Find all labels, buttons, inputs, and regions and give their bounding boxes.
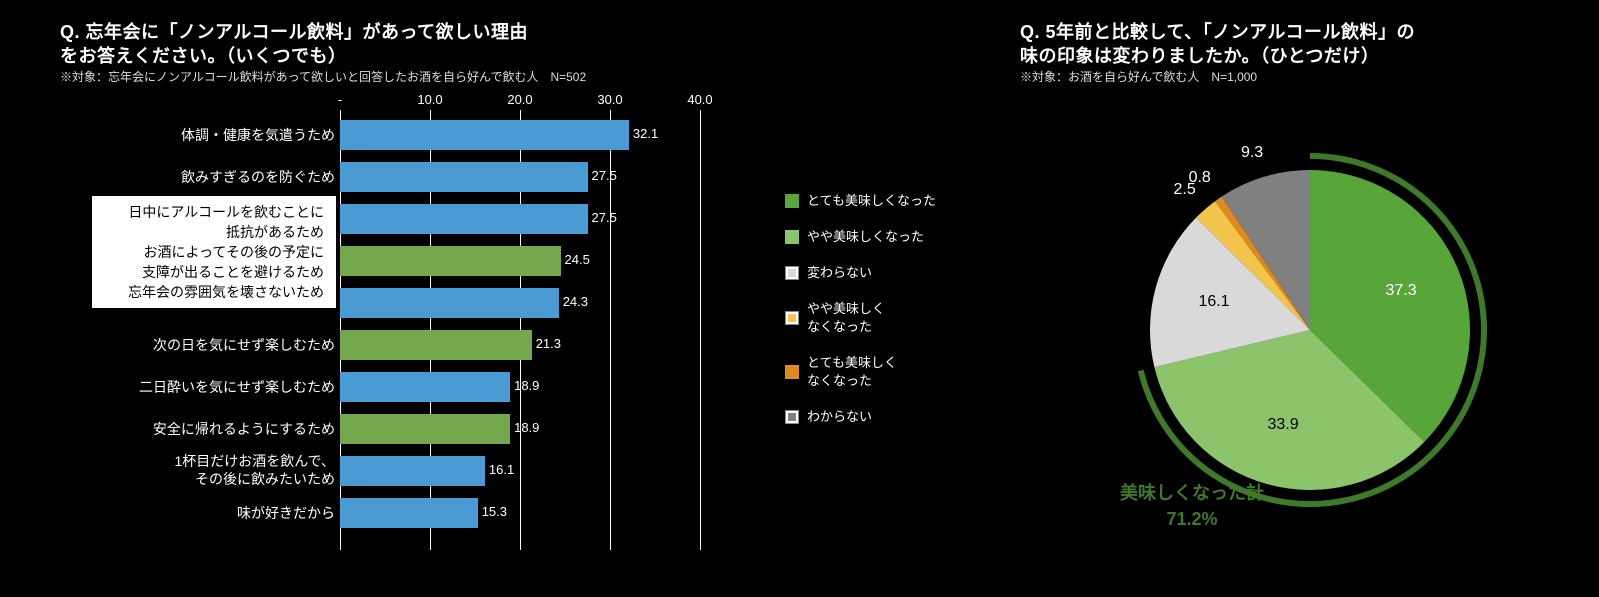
bar [340, 246, 561, 276]
bar [340, 414, 510, 444]
legend-label: やや美味しくなくなった [807, 300, 885, 336]
chart-container: Q. 忘年会に「ノンアルコール飲料」があって欲しい理由 をお答えください。（いく… [0, 0, 1599, 597]
x-tick: 20.0 [500, 92, 540, 107]
legend-label: わからない [807, 408, 872, 426]
left-title-line2: をお答えください。（いくつでも） [60, 42, 346, 68]
pie-chart [1130, 150, 1490, 510]
callout-line1: 美味しくなった計 [1120, 480, 1264, 506]
legend-swatch [785, 311, 799, 325]
bar-value: 18.9 [514, 420, 539, 435]
bar [340, 204, 588, 234]
legend-item: とても美味しくなくなった [785, 354, 1000, 390]
legend-item: わからない [785, 408, 1000, 426]
bar-label: 体調・健康を気遣うため [60, 126, 335, 144]
bar-value: 24.5 [565, 252, 590, 267]
legend-item: やや美味しくなった [785, 228, 1000, 246]
bar-value: 18.9 [514, 378, 539, 393]
bar-label-highlight-box: 日中にアルコールを飲むことに抵抗があるためお酒によってその後の予定に支障が出るこ… [92, 196, 336, 308]
pie-legend: とても美味しくなったやや美味しくなった変わらないやや美味しくなくなったとても美味… [785, 192, 1000, 444]
right-title-line2: 味の印象は変わりましたか。（ひとつだけ） [1020, 42, 1379, 68]
bar-label: 安全に帰れるようにするため [60, 420, 335, 438]
callout-line2: 71.2% [1120, 506, 1264, 532]
legend-item: とても美味しくなった [785, 192, 1000, 210]
left-title-line1: Q. 忘年会に「ノンアルコール飲料」があって欲しい理由 [60, 18, 528, 44]
legend-swatch [785, 410, 799, 424]
bar-value: 16.1 [489, 462, 514, 477]
legend-item: 変わらない [785, 264, 1000, 282]
x-tick: 10.0 [410, 92, 450, 107]
legend-swatch [785, 230, 799, 244]
legend-swatch [785, 266, 799, 280]
bar [340, 162, 588, 192]
right-subtitle: ※対象：お酒を自ら好んで飲む人 N=1,000 [1020, 68, 1257, 85]
right-title-line1: Q. 5年前と比較して、「ノンアルコール飲料」の [1020, 18, 1415, 44]
bar [340, 372, 510, 402]
bar [340, 288, 559, 318]
x-tick: 40.0 [680, 92, 720, 107]
legend-label: 変わらない [807, 264, 872, 282]
pie-slice-label: 37.3 [1385, 282, 1416, 300]
bar [340, 120, 629, 150]
legend-swatch [785, 365, 799, 379]
bar-chart: -10.020.030.040.0 体調・健康を気遣うため32.1飲みすぎるのを… [60, 120, 700, 560]
x-tick: - [320, 92, 360, 107]
bar [340, 498, 478, 528]
bar-value: 27.5 [592, 168, 617, 183]
bar-label: 次の日を気にせず楽しむため [60, 336, 335, 354]
bar-value: 32.1 [633, 126, 658, 141]
pie-slice-label: 9.3 [1241, 144, 1263, 162]
bar-label: 1杯目だけお酒を飲んで、その後に飲みたいため [60, 452, 335, 488]
pie-slice-label: 33.9 [1267, 416, 1298, 434]
bar-value: 24.3 [563, 294, 588, 309]
bar-label: 味が好きだから [60, 504, 335, 522]
legend-item: やや美味しくなくなった [785, 300, 1000, 336]
gridline [700, 110, 701, 550]
x-tick: 30.0 [590, 92, 630, 107]
bar-label: 飲みすぎるのを防ぐため [60, 168, 335, 186]
bar-value: 27.5 [592, 210, 617, 225]
bar [340, 456, 485, 486]
bar-value: 15.3 [482, 504, 507, 519]
legend-label: とても美味しくなった [807, 192, 936, 210]
pie-wrap: 37.333.916.12.50.89.3 美味しくなった計 71.2% [1080, 120, 1520, 560]
bar-value: 21.3 [536, 336, 561, 351]
bar [340, 330, 532, 360]
pie-slice-label: 0.8 [1189, 169, 1211, 187]
legend-label: やや美味しくなった [807, 228, 924, 246]
pie-slice-label: 16.1 [1198, 293, 1229, 311]
bar-label: 二日酔いを気にせず楽しむため [60, 378, 335, 396]
pie-callout: 美味しくなった計 71.2% [1120, 480, 1264, 532]
left-subtitle: ※対象：忘年会にノンアルコール飲料があって欲しいと回答したお酒を自ら好んで飲む人… [60, 68, 586, 85]
legend-label: とても美味しくなくなった [807, 354, 897, 390]
legend-swatch [785, 194, 799, 208]
